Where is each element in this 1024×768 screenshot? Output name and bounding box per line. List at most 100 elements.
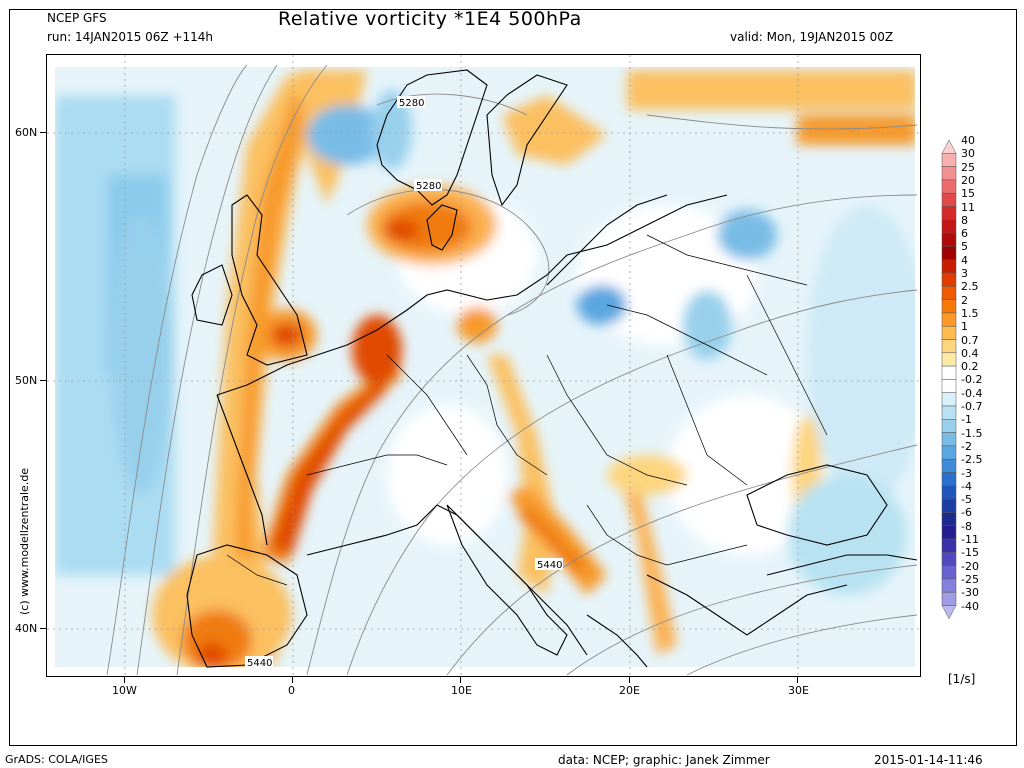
colorbar-label: 15 xyxy=(961,187,975,201)
colorbar-label: 3 xyxy=(961,267,968,280)
colorbar-swatch xyxy=(941,166,957,181)
lon-label-20e: 20E xyxy=(619,684,640,697)
colorbar-swatch xyxy=(941,405,957,420)
chart-title: Relative vorticity *1E4 500hPa xyxy=(278,8,582,30)
colorbar-label: -11 xyxy=(961,533,979,546)
colorbar-label: -0.7 xyxy=(961,400,983,413)
coastlines xyxy=(186,69,918,668)
contour-label-3: 5440 xyxy=(537,560,562,571)
colorbar-label: 0.7 xyxy=(961,333,979,347)
colorbar-swatch xyxy=(941,525,957,540)
lat-label-50n: 50N xyxy=(15,374,38,387)
colorbar-swatch xyxy=(941,498,957,513)
colorbar-label: -2.5 xyxy=(961,453,983,467)
colorbar-swatch xyxy=(941,605,957,620)
colorbar-label: -4 xyxy=(961,479,972,493)
footer-credits: data: NCEP; graphic: Janek Zimmer xyxy=(558,753,770,767)
colorbar-label: 1 xyxy=(961,320,968,334)
contour-label-4: 5440 xyxy=(247,658,272,669)
tick xyxy=(292,677,293,683)
colorbar-swatch xyxy=(941,485,957,500)
colorbar-swatch xyxy=(941,139,957,154)
colorbar-swatch xyxy=(941,578,957,593)
colorbar-label: -40 xyxy=(961,599,979,613)
model-name: NCEP GFS xyxy=(47,11,107,25)
lon-label-10e: 10E xyxy=(451,684,472,697)
colorbar-unit: [1/s] xyxy=(948,672,976,686)
colorbar-label: 8 xyxy=(961,213,968,227)
tick xyxy=(40,380,46,381)
lat-label-40n: 40N xyxy=(15,622,38,635)
lon-label-10w: 10W xyxy=(112,684,137,697)
vorticity-field xyxy=(47,55,920,676)
figure-frame xyxy=(9,9,1017,746)
colorbar-swatch xyxy=(941,179,957,194)
colorbar-label: 2.5 xyxy=(961,280,979,294)
colorbar-svg xyxy=(941,139,957,620)
colorbar-label: 2 xyxy=(961,293,968,307)
graticule xyxy=(47,55,920,676)
colorbar-swatch xyxy=(941,232,957,247)
tick xyxy=(40,132,46,133)
lon-label-0: 0 xyxy=(288,684,295,697)
colorbar-label: 30 xyxy=(961,147,975,161)
map-plot: 5280 5280 5440 5440 xyxy=(46,54,921,677)
colorbar-label: -8 xyxy=(961,519,972,533)
footer-software: GrADS: COLA/IGES xyxy=(5,753,108,766)
colorbar-label: -1 xyxy=(961,413,972,427)
colorbar-swatch xyxy=(941,299,957,314)
colorbar-swatch xyxy=(941,445,957,460)
colorbar-swatch xyxy=(941,458,957,473)
colorbar-label: 25 xyxy=(961,160,975,174)
tick xyxy=(797,677,798,683)
colorbar-label: -1.5 xyxy=(961,426,983,440)
colorbar-swatch xyxy=(941,472,957,487)
colorbar-label: 6 xyxy=(961,227,968,241)
colorbar-label: -2 xyxy=(961,439,972,453)
colorbar-swatch xyxy=(941,206,957,221)
colorbar-label: 20 xyxy=(961,173,975,187)
colorbar-swatch xyxy=(941,591,957,606)
colorbar-swatch xyxy=(941,325,957,340)
colorbar-swatch xyxy=(941,565,957,580)
colorbar-label: -3 xyxy=(961,466,972,480)
lat-label-60n: 60N xyxy=(15,126,38,139)
colorbar-label: 40 xyxy=(961,134,975,147)
colorbar-swatch xyxy=(941,192,957,207)
colorbar-swatch xyxy=(941,153,957,167)
run-info: run: 14JAN2015 06Z +114h xyxy=(47,30,214,44)
colorbar-label: -0.2 xyxy=(961,373,983,387)
colorbar-swatch xyxy=(941,419,957,433)
vorticity-map: 5280 5280 5440 5440 xyxy=(47,55,920,676)
contour-labels: 5280 5280 5440 5440 xyxy=(245,96,563,669)
tick xyxy=(629,677,630,683)
tick xyxy=(124,677,125,683)
valid-time: valid: Mon, 19JAN2015 00Z xyxy=(730,30,894,44)
colorbar-swatch xyxy=(941,552,957,566)
colorbar-swatch xyxy=(941,286,957,300)
colorbar-swatch xyxy=(941,339,957,354)
watermark: (c) www.modellzentrale.de xyxy=(18,467,31,615)
contour-label-1: 5280 xyxy=(399,98,424,109)
colorbar-label: -0.4 xyxy=(961,386,983,400)
colorbar-label: 5 xyxy=(961,240,968,254)
colorbar-swatch xyxy=(941,432,957,447)
contour-label-2: 5280 xyxy=(416,181,441,192)
colorbar-label: -25 xyxy=(961,572,979,586)
colorbar-swatch xyxy=(941,272,957,287)
lon-label-30e: 30E xyxy=(788,684,809,697)
colorbar-swatch xyxy=(941,365,957,380)
colorbar-label: -30 xyxy=(961,586,979,600)
colorbar-label: 1.5 xyxy=(961,306,979,320)
colorbar-swatch xyxy=(941,512,957,526)
colorbar-swatch xyxy=(941,392,957,407)
footer-timestamp: 2015-01-14-11:46 xyxy=(874,753,983,767)
colorbar-label: -6 xyxy=(961,506,972,520)
colorbar-label: -20 xyxy=(961,559,979,573)
colorbar-label: -15 xyxy=(961,546,979,560)
tick xyxy=(40,628,46,629)
colorbar-label: 11 xyxy=(961,200,975,214)
colorbar-label: 4 xyxy=(961,253,968,267)
colorbar-swatch xyxy=(941,219,957,234)
colorbar-swatch xyxy=(941,312,957,327)
